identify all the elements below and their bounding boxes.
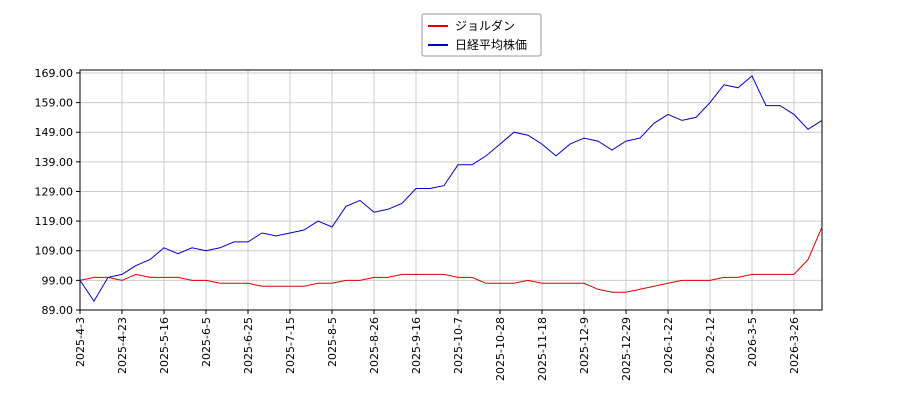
x-tick-label: 2026-1-22 bbox=[662, 317, 675, 374]
series-line bbox=[79, 75, 823, 303]
legend-label: 日経平均株価 bbox=[455, 37, 527, 52]
x-tick-label: 2025-12-29 bbox=[620, 317, 633, 381]
x-tick-label: 2026-3-5 bbox=[746, 317, 759, 367]
y-tick-label: 159.00 bbox=[35, 97, 74, 110]
y-tick-label: 129.00 bbox=[35, 185, 74, 198]
x-tick-label: 2025-4-3 bbox=[74, 317, 87, 367]
x-tick-label: 2025-8-26 bbox=[368, 317, 381, 374]
x-tick-label: 2025-7-15 bbox=[284, 317, 297, 374]
x-tick-label: 2025-11-18 bbox=[536, 317, 549, 381]
y-tick-label: 109.00 bbox=[35, 245, 74, 258]
y-tick-label: 89.00 bbox=[42, 304, 74, 317]
legend-label: ジョルダン bbox=[455, 18, 515, 33]
x-tick-label: 2025-10-7 bbox=[452, 317, 465, 374]
y-tick-label: 139.00 bbox=[35, 156, 74, 169]
x-tick-label: 2025-6-5 bbox=[200, 317, 213, 367]
legend-box bbox=[421, 13, 542, 57]
x-tick-label: 2026-2-12 bbox=[704, 317, 717, 374]
y-tick-label: 99.00 bbox=[42, 274, 74, 287]
y-tick-label: 169.00 bbox=[35, 67, 74, 80]
y-tick-label: 119.00 bbox=[35, 215, 74, 228]
x-tick-label: 2025-6-25 bbox=[242, 317, 255, 374]
series-line bbox=[79, 226, 823, 293]
plot-frame bbox=[79, 69, 823, 311]
x-tick-label: 2025-12-9 bbox=[578, 317, 591, 374]
x-tick-label: 2025-10-28 bbox=[494, 317, 507, 381]
y-tick-label: 149.00 bbox=[35, 126, 74, 139]
x-tick-label: 2025-8-5 bbox=[326, 317, 339, 367]
x-tick-label: 2026-3-26 bbox=[788, 317, 801, 374]
x-tick-label: 2025-5-16 bbox=[158, 317, 171, 374]
x-tick-label: 2025-4-23 bbox=[116, 317, 129, 374]
x-tick-label: 2025-9-16 bbox=[410, 317, 423, 374]
